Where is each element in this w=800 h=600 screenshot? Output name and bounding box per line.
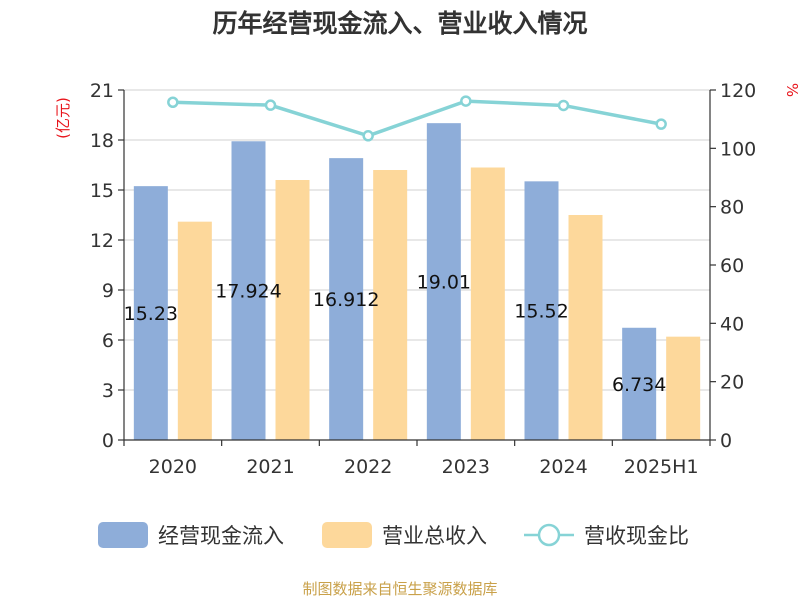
right-axis-tick-label: 0 xyxy=(720,430,732,452)
cash-inflow-bar xyxy=(524,181,559,441)
ratio-line xyxy=(167,95,667,142)
ratio-point xyxy=(460,95,472,107)
ratio-point xyxy=(655,118,667,130)
chart-title: 历年经营现金流入、营业收入情况 xyxy=(212,9,587,38)
cash-inflow-data-label: 17.924 xyxy=(215,281,281,303)
cash-inflow-bar xyxy=(133,186,168,440)
left-axis-tick-label: 3 xyxy=(102,380,114,402)
legend-swatch-cash-inflow xyxy=(98,522,148,548)
right-axis-tick-label: 20 xyxy=(720,372,744,394)
right-axis-tick-label: 100 xyxy=(720,138,756,160)
ratio-point xyxy=(167,96,179,108)
cash-inflow-data-label: 15.52 xyxy=(514,301,568,323)
left-axis-tick-label: 21 xyxy=(90,80,114,102)
x-axis-tick-label: 2025H1 xyxy=(624,456,699,478)
legend: 经营现金流入 营业总收入 营收现金比 xyxy=(98,522,689,548)
legend-swatch-ratio-marker xyxy=(537,523,561,547)
legend-label: 营收现金比 xyxy=(584,524,689,548)
cash-inflow-data-label: 19.01 xyxy=(417,272,471,294)
left-axis-tick-label: 12 xyxy=(90,230,114,252)
revenue-bar xyxy=(177,221,212,440)
data-labels: 15.23 17.924 16.912 19.01 15.52 6.734 xyxy=(124,272,667,396)
ratio-point xyxy=(362,130,374,142)
x-axis-tick-label: 2024 xyxy=(539,456,587,478)
left-axis-tick-label: 15 xyxy=(90,180,114,202)
ratio-line-path xyxy=(172,99,662,138)
x-axis-tick-label: 2020 xyxy=(149,456,197,478)
cash-inflow-data-label: 15.23 xyxy=(124,303,178,325)
right-axis-tick-label: 80 xyxy=(720,197,744,219)
legend-label: 经营现金流入 xyxy=(158,524,284,548)
cash-inflow-data-label: 16.912 xyxy=(313,289,379,311)
cash-inflow-bar xyxy=(329,158,364,440)
revenue-bar xyxy=(373,170,408,440)
x-axis-tick-label: 2022 xyxy=(344,456,392,478)
cash-inflow-data-label: 6.734 xyxy=(612,374,666,396)
right-axis-tick-label: 60 xyxy=(720,255,744,277)
cash-inflow-bar xyxy=(426,123,461,441)
revenue-bar xyxy=(470,167,505,440)
right-axis-unit: % xyxy=(783,83,800,97)
revenue-bar xyxy=(568,215,603,440)
x-axis-tick-label: 2021 xyxy=(246,456,294,478)
axes: 0 3 6 9 12 15 18 21 0 20 40 60 80 100 120 2020 2021 2022 2… xyxy=(90,80,756,478)
ratio-point xyxy=(264,99,277,111)
x-axis-tick-label: 2023 xyxy=(442,456,490,478)
left-axis-tick-label: 18 xyxy=(90,130,114,152)
grid-lines xyxy=(124,89,710,391)
left-axis-tick-label: 0 xyxy=(102,430,114,452)
right-axis-tick-label: 40 xyxy=(720,313,744,335)
right-axis-tick-label: 120 xyxy=(720,80,756,102)
source-note: 制图数据来自恒生聚源数据库 xyxy=(302,580,497,598)
legend-swatch-revenue xyxy=(322,522,372,548)
cash-inflow-bar xyxy=(231,141,266,440)
legend-label: 营业总收入 xyxy=(382,524,487,548)
revenue-bar xyxy=(666,336,701,440)
bars xyxy=(133,123,701,441)
left-axis-tick-label: 9 xyxy=(102,280,114,302)
left-axis-unit: (亿元) xyxy=(54,97,72,139)
revenue-bar xyxy=(275,180,310,440)
ratio-point xyxy=(557,99,570,112)
left-axis-tick-label: 6 xyxy=(102,330,114,352)
cash-inflow-bar xyxy=(622,327,657,440)
